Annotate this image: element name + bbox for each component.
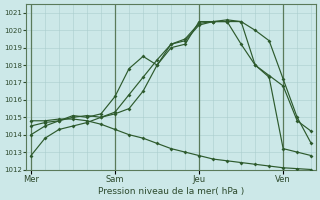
X-axis label: Pression niveau de la mer( hPa ): Pression niveau de la mer( hPa ) [98, 187, 244, 196]
